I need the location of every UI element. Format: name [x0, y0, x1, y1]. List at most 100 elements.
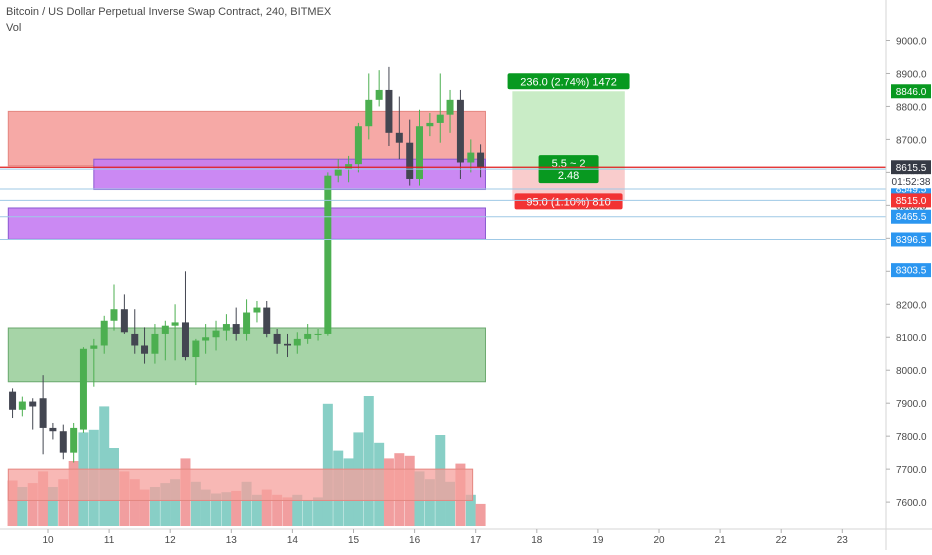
price-label: 8846.0 [891, 84, 931, 99]
candle-body [263, 307, 271, 334]
volume-bar [261, 489, 272, 526]
ratio-label-text: 5.5 ~ 2 [552, 158, 586, 170]
volume-bar [363, 396, 374, 526]
horizontal-lines [0, 166, 886, 240]
stop-label: 95.0 (1.10%) 810 [514, 193, 623, 210]
volume-bar [139, 489, 150, 526]
zone-red[interactable] [7, 110, 486, 167]
volume-bar [17, 487, 28, 526]
price-label-text: 8465.5 [896, 212, 927, 223]
countdown-label: 01:52:38 [891, 174, 931, 189]
volume-bar [160, 483, 171, 526]
x-tick-label: 16 [409, 535, 421, 546]
price-label-text: 8396.5 [896, 235, 927, 246]
volume-bar [231, 490, 242, 526]
candle-body [90, 345, 98, 349]
zone-purple[interactable] [7, 207, 486, 240]
price-label-bg [891, 232, 931, 247]
x-tick-label: 18 [531, 535, 543, 546]
candle-body [243, 312, 251, 334]
candle-body [161, 325, 169, 334]
x-tick-label: 15 [348, 535, 360, 546]
candle-body [273, 333, 281, 344]
ratio-label-text: 2.48 [558, 170, 579, 182]
volume-bar [465, 494, 476, 526]
candle-body [477, 152, 485, 168]
price-label: 8396.5 [891, 232, 931, 247]
candle-body [314, 333, 322, 335]
volume-bar [7, 480, 18, 526]
price-label-text: 8615.5 [896, 163, 927, 174]
volume-bar [282, 497, 293, 526]
volume-bar [302, 500, 313, 526]
price-label-text: 8515.0 [896, 196, 927, 207]
volume-bar [272, 494, 283, 526]
candle-body [304, 333, 312, 339]
price-label-text: 8303.5 [896, 266, 927, 277]
price-label-bg [891, 193, 931, 208]
y-tick-label: 7800.0 [896, 432, 927, 443]
target-label-bg [507, 73, 630, 90]
candle-body [39, 398, 47, 428]
candle-body [192, 340, 200, 358]
x-tick-label: 12 [165, 535, 177, 546]
candle-body [467, 152, 475, 163]
candle-body [131, 333, 139, 346]
y-tick-label: 8000.0 [896, 366, 927, 377]
candle-body [70, 427, 78, 453]
y-tick-label: 7900.0 [896, 399, 927, 410]
price-label: 8515.0 [891, 193, 931, 208]
volume-bar [149, 487, 160, 526]
y-tick-label: 8700.0 [896, 135, 927, 146]
candle-body [171, 322, 179, 326]
candle-body [354, 126, 362, 165]
candle-body [232, 324, 240, 334]
volume-indicator-label: Vol [6, 22, 22, 34]
x-tick-label: 14 [287, 535, 299, 546]
candle-body [385, 89, 393, 133]
x-tick-label: 11 [104, 535, 115, 546]
stop-label-bg [514, 193, 623, 210]
candle-body [365, 99, 373, 127]
x-tick-label: 17 [470, 535, 482, 546]
volume-bar [241, 481, 252, 526]
volume-bar [322, 403, 333, 526]
y-tick-label: 8200.0 [896, 300, 927, 311]
candle-body [141, 345, 149, 354]
zone-purple[interactable] [93, 158, 486, 191]
volume-bar [445, 481, 456, 526]
candle-body [324, 175, 332, 334]
candle-body [110, 309, 118, 321]
volume-bar [190, 481, 201, 526]
volume-bar [475, 503, 486, 526]
x-tick-label: 21 [715, 535, 727, 546]
countdown-text: 01:52:38 [892, 177, 931, 188]
volume-bar [58, 479, 69, 526]
price-label: 8615.5 [891, 160, 931, 175]
price-label-bg [891, 160, 931, 175]
volume-bar [27, 483, 38, 526]
candle-body [49, 427, 57, 432]
volume-bar [99, 406, 110, 526]
volume-bar [211, 493, 222, 526]
volume-bar [292, 494, 303, 526]
x-tick-label: 13 [226, 535, 238, 546]
stop-label-text: 95.0 (1.10%) 810 [526, 196, 610, 208]
price-label-bg [891, 263, 931, 278]
candle-body [293, 338, 301, 346]
candle-body [59, 431, 67, 453]
x-tick-label: 22 [776, 535, 788, 546]
candle-body [253, 307, 261, 313]
price-label-text: 8549.5 [896, 185, 927, 196]
target-label-text: 236.0 (2.74%) 1472 [520, 76, 617, 88]
price-axis-labels: 8846.08615.58610.08610.08549.58515.08465… [891, 84, 931, 278]
candle-body [426, 122, 434, 127]
candles [9, 66, 485, 463]
price-label-bg [891, 209, 931, 224]
volume-bar [47, 487, 58, 526]
candle-body [212, 330, 220, 338]
zone-red[interactable] [7, 468, 474, 501]
